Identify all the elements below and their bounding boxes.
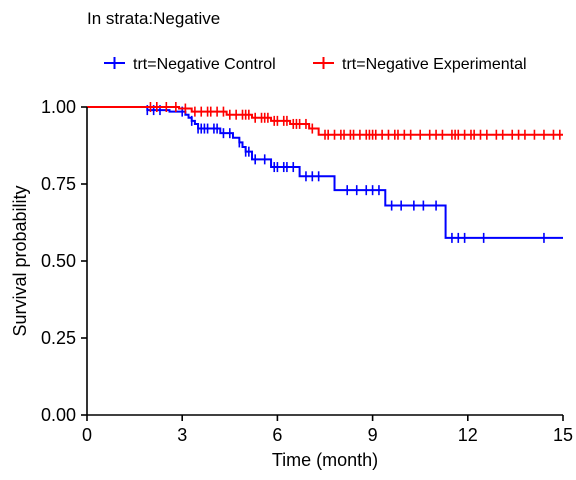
x-tick-label: 12 [458,425,478,445]
series-layer [87,102,563,243]
x-tick-label: 9 [368,425,378,445]
ticks-layer: 0 3 6 9 12 15 0.00 0.25 0.50 0.75 1.00 [41,97,573,445]
x-tick-label: 6 [272,425,282,445]
axes-layer [86,107,563,416]
y-tick-label: 0.50 [41,251,76,271]
legend: trt=Negative Control trt=Negative Experi… [104,56,527,73]
y-tick-label: 0.00 [41,405,76,425]
survival-curve-control [87,106,563,239]
legend-item-experimental: trt=Negative Experimental [313,56,527,73]
y-tick-label: 1.00 [41,97,76,117]
x-tick-label: 3 [177,425,187,445]
y-axis-title: Survival probability [10,185,30,336]
y-tick-label: 0.75 [41,174,76,194]
y-tick-label: 0.25 [41,328,76,348]
legend-item-control: trt=Negative Control [104,56,276,73]
x-tick-label: 15 [553,425,573,445]
x-tick-label: 0 [82,425,92,445]
legend-label-experimental: trt=Negative Experimental [342,56,527,73]
legend-label-control: trt=Negative Control [133,56,276,73]
x-axis-title: Time (month) [272,450,378,470]
chart-title: In strata:Negative [87,9,220,28]
